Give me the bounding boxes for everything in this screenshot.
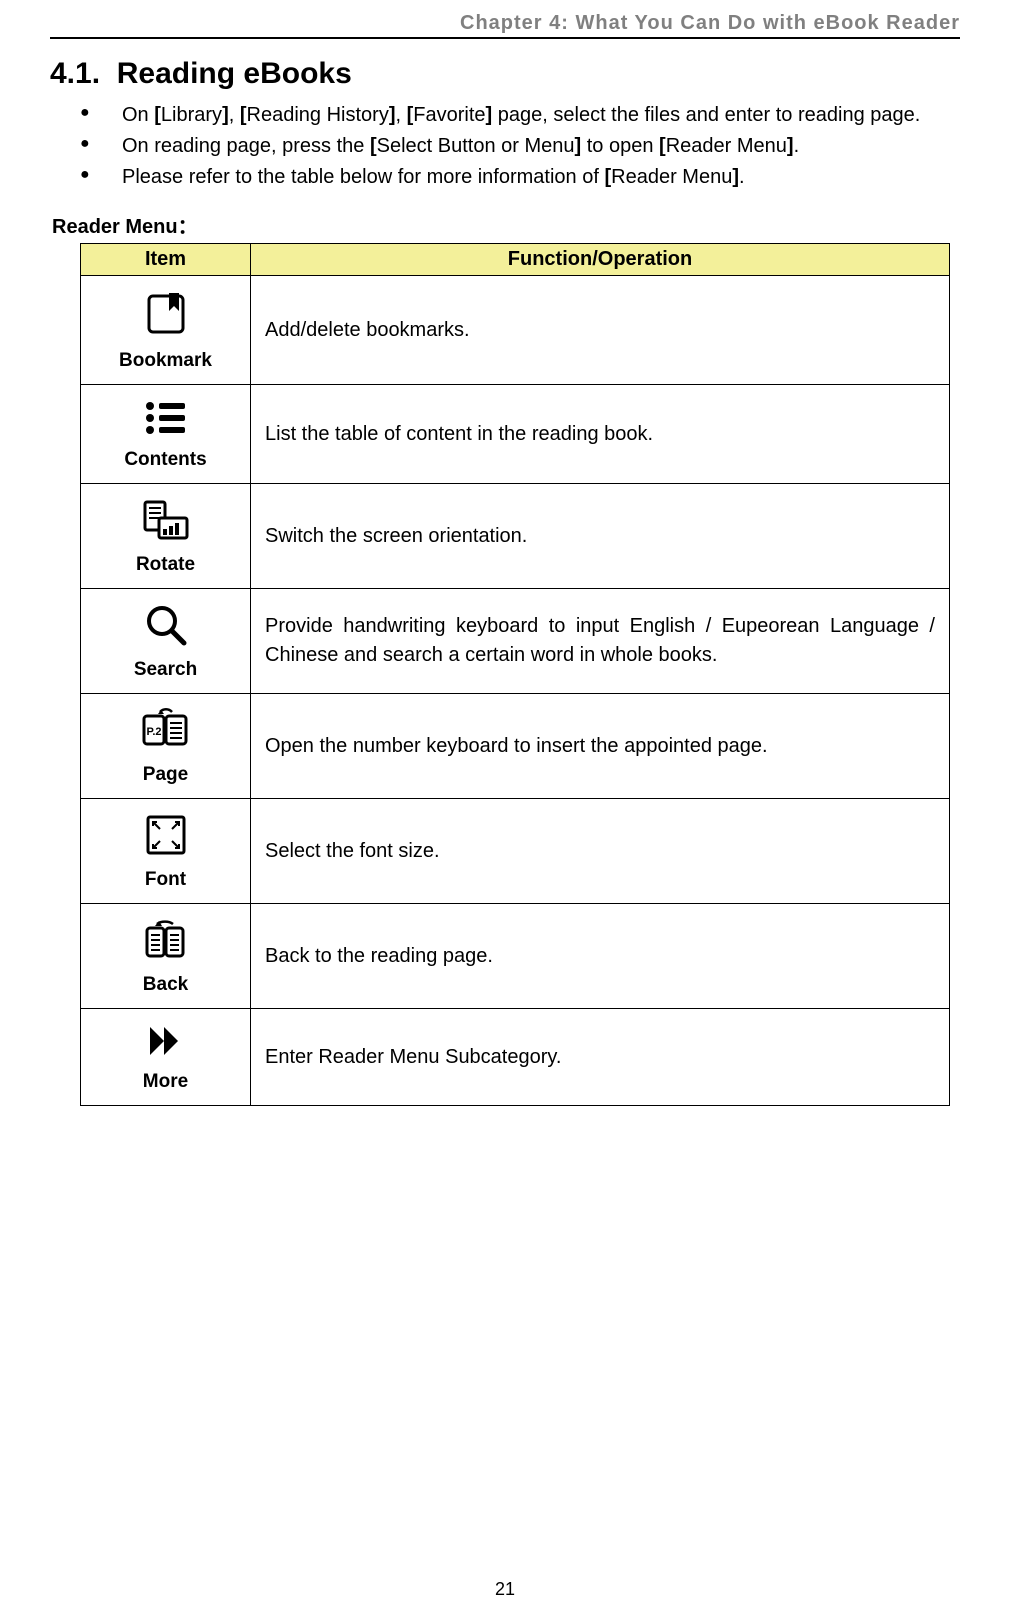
function-cell: Select the font size.	[251, 799, 950, 904]
table-row: Back Back to the reading page.	[81, 904, 950, 1009]
item-cell: Bookmark	[81, 276, 251, 385]
bullet-item: On reading page, press the [Select Butto…	[80, 132, 960, 161]
document-page: Chapter 4: What You Can Do with eBook Re…	[0, 0, 1010, 1622]
rotate-icon	[87, 498, 244, 548]
item-cell: Rotate	[81, 484, 251, 589]
item-label: Contents	[87, 449, 244, 471]
reader-menu-table: Item Function/Operation Bookmark Add/del…	[80, 243, 950, 1106]
function-cell: Enter Reader Menu Subcategory.	[251, 1009, 950, 1106]
bullet-item: On [Library], [Reading History], [Favori…	[80, 101, 960, 130]
item-cell: Search	[81, 589, 251, 694]
item-label: Rotate	[87, 554, 244, 576]
function-cell: Switch the screen orientation.	[251, 484, 950, 589]
th-item: Item	[81, 244, 251, 276]
table-row: Bookmark Add/delete bookmarks.	[81, 276, 950, 385]
chapter-header: Chapter 4: What You Can Do with eBook Re…	[50, 12, 960, 37]
intro-bullets: On [Library], [Reading History], [Favori…	[50, 101, 960, 192]
page-number: 21	[0, 1579, 1010, 1600]
bookmark-icon	[87, 290, 244, 344]
item-label: Page	[87, 764, 244, 786]
item-cell: Contents	[81, 385, 251, 484]
function-cell: Back to the reading page.	[251, 904, 950, 1009]
table-row: Rotate Switch the screen orientation.	[81, 484, 950, 589]
table-row: More Enter Reader Menu Subcategory.	[81, 1009, 950, 1106]
table-row: Font Select the font size.	[81, 799, 950, 904]
function-cell: Add/delete bookmarks.	[251, 276, 950, 385]
table-header-row: Item Function/Operation	[81, 244, 950, 276]
item-cell: Back	[81, 904, 251, 1009]
item-label: Font	[87, 869, 244, 891]
item-cell: Font	[81, 799, 251, 904]
item-label: Back	[87, 974, 244, 996]
function-cell: List the table of content in the reading…	[251, 385, 950, 484]
function-cell: Open the number keyboard to insert the a…	[251, 694, 950, 799]
item-label: More	[87, 1071, 244, 1093]
th-function: Function/Operation	[251, 244, 950, 276]
header-rule	[50, 37, 960, 39]
table-row: Contents List the table of content in th…	[81, 385, 950, 484]
section-title: 4.1. Reading eBooks	[50, 57, 960, 91]
svg-text:P.2: P.2	[146, 726, 161, 738]
item-cell: More	[81, 1009, 251, 1106]
item-label: Bookmark	[87, 350, 244, 372]
back-icon	[87, 918, 244, 968]
table-row: Search Provide handwriting keyboard to i…	[81, 589, 950, 694]
more-icon	[87, 1023, 244, 1065]
item-cell: P.2 Page	[81, 694, 251, 799]
contents-icon	[87, 399, 244, 443]
section-number: 4.1.	[50, 57, 100, 90]
function-cell: Provide handwriting keyboard to input En…	[251, 589, 950, 694]
item-label: Search	[87, 659, 244, 681]
reader-menu-label: Reader Menu：	[50, 210, 960, 239]
search-icon	[87, 603, 244, 653]
section-heading: Reading eBooks	[117, 57, 352, 90]
table-row: P.2 Page Open the number keyboard to ins…	[81, 694, 950, 799]
bullet-item: Please refer to the table below for more…	[80, 163, 960, 192]
page-icon: P.2	[87, 708, 244, 758]
font-icon	[87, 813, 244, 863]
